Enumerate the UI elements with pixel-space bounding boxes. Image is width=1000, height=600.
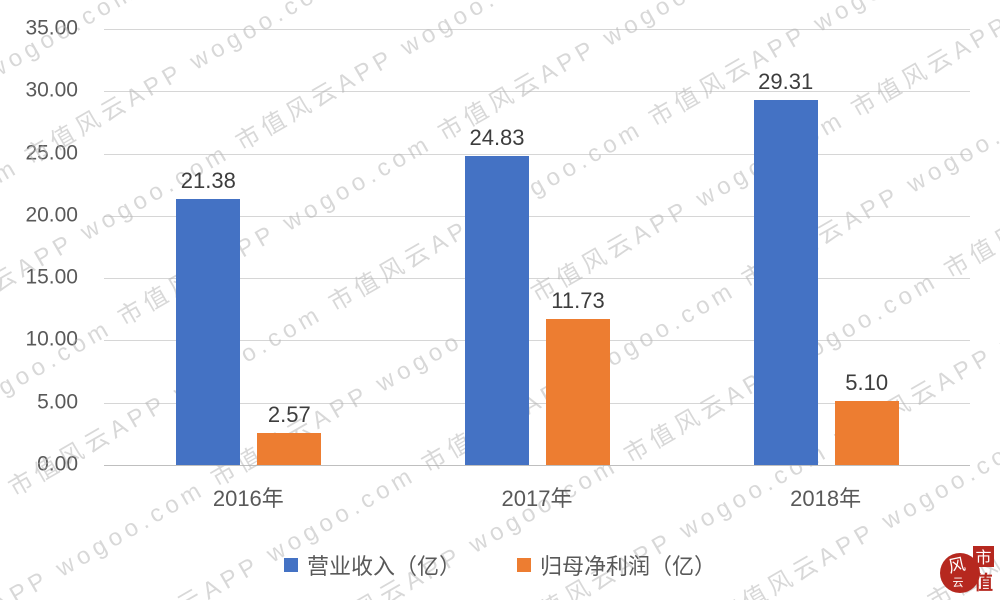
logo-bottom-char: 值: [974, 571, 993, 594]
seal-script-char-1: 风: [947, 555, 968, 578]
y-tick-label: 25.00: [25, 141, 78, 165]
gridline: [104, 278, 970, 280]
bar: [465, 155, 529, 465]
legend-swatch: [283, 558, 298, 572]
gridline: [104, 402, 970, 404]
legend-label: 归母净利润（亿）: [540, 554, 717, 579]
seal-circle: [940, 553, 980, 593]
value-label: 11.73: [551, 287, 605, 313]
value-label: 5.10: [845, 370, 889, 396]
bar: [257, 432, 322, 465]
gridline: [104, 215, 970, 217]
x-category-label: 2016年: [212, 486, 284, 511]
gridline: [104, 153, 970, 155]
x-axis-line: [104, 465, 970, 466]
y-tick-label: 5.00: [37, 390, 78, 414]
x-category-label: 2018年: [790, 486, 862, 511]
bar: [176, 198, 241, 465]
gridline: [104, 340, 970, 342]
value-label: 29.31: [758, 68, 814, 94]
legend-item: 归母净利润（亿）: [517, 549, 716, 581]
y-tick-label: 0.00: [37, 452, 78, 476]
x-category-label: 2017年: [501, 486, 573, 511]
logo-top-char: 市: [975, 548, 991, 567]
legend: 营业收入（亿） 归母净利润（亿）: [0, 549, 1000, 581]
bar: [753, 99, 818, 465]
legend-item: 营业收入（亿）: [283, 549, 461, 581]
y-tick-label: 30.00: [25, 78, 78, 102]
legend-swatch: [517, 558, 531, 572]
logo-top-box: [973, 546, 994, 567]
gridline: [104, 29, 970, 30]
bar: [546, 318, 610, 465]
value-label: 2.57: [267, 401, 311, 427]
value-label: 24.83: [469, 124, 525, 150]
bar: [834, 401, 899, 465]
gridline: [104, 91, 970, 93]
wogoo-seal-logo: 风 云 市 值: [940, 546, 994, 594]
legend-label: 营业收入（亿）: [306, 554, 461, 579]
y-tick-label: 10.00: [25, 327, 78, 351]
y-tick-label: 15.00: [25, 265, 78, 289]
y-tick-label: 35.00: [25, 16, 78, 40]
value-label: 21.38: [180, 167, 236, 193]
seal-script-char-2: 云: [953, 576, 964, 589]
y-tick-label: 20.00: [25, 203, 78, 227]
